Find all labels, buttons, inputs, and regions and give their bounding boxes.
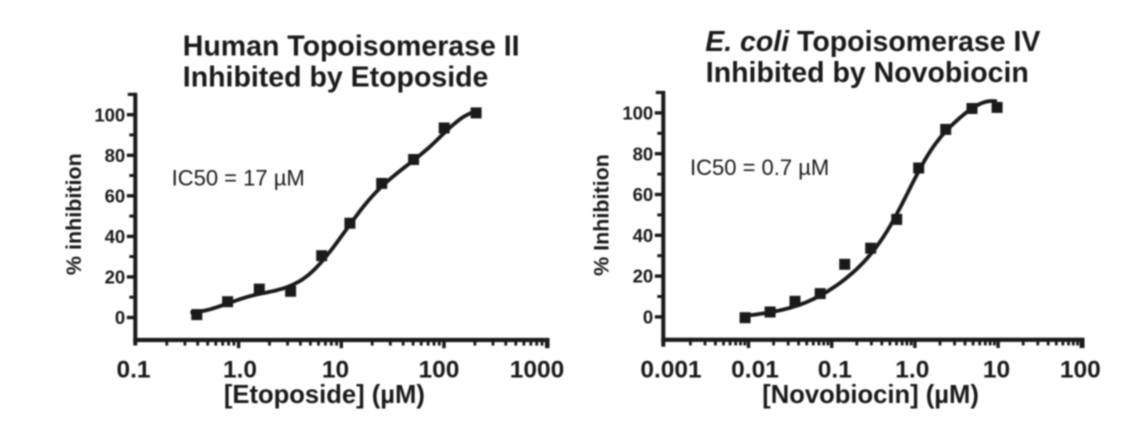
svg-text:1000: 1000 — [510, 357, 565, 384]
svg-text:10: 10 — [322, 357, 349, 384]
svg-text:IC50 = 0.7 µM: IC50 = 0.7 µM — [690, 155, 829, 180]
svg-text:0.1: 0.1 — [116, 357, 150, 384]
svg-text:[Novobiocin] (µM): [Novobiocin] (µM) — [762, 381, 979, 409]
svg-text:% inhibition: % inhibition — [62, 153, 86, 275]
svg-text:% Inhibition: % Inhibition — [590, 154, 614, 276]
svg-text:0.001: 0.001 — [640, 357, 701, 384]
svg-text:0: 0 — [115, 307, 125, 328]
svg-text:IC50 = 17 µM: IC50 = 17 µM — [172, 165, 305, 190]
svg-text:E. coli Topoisomerase IV: E. coli Topoisomerase IV — [705, 26, 1040, 58]
svg-text:20: 20 — [105, 267, 126, 288]
svg-text:100: 100 — [419, 357, 460, 384]
svg-text:10: 10 — [983, 357, 1010, 384]
svg-text:100: 100 — [94, 104, 125, 125]
svg-text:Inhibited by Novobiocin: Inhibited by Novobiocin — [706, 57, 1029, 89]
svg-text:60: 60 — [105, 185, 126, 206]
svg-text:100: 100 — [1060, 357, 1101, 384]
svg-text:80: 80 — [633, 143, 654, 164]
svg-text:Inhibited by Etoposide: Inhibited by Etoposide — [183, 62, 489, 94]
svg-text:80: 80 — [105, 145, 126, 166]
svg-text:1.0: 1.0 — [895, 357, 929, 384]
svg-text:0.01: 0.01 — [731, 357, 779, 384]
svg-text:[Etoposide] (µM): [Etoposide] (µM) — [224, 381, 425, 409]
svg-text:0.1: 0.1 — [818, 357, 852, 384]
svg-text:40: 40 — [633, 225, 654, 246]
svg-text:1.0: 1.0 — [223, 357, 257, 384]
svg-text:0: 0 — [643, 307, 653, 328]
svg-text:20: 20 — [633, 266, 654, 287]
svg-text:Human Topoisomerase II: Human Topoisomerase II — [183, 30, 520, 62]
svg-text:60: 60 — [633, 184, 654, 205]
svg-text:40: 40 — [105, 226, 126, 247]
svg-text:100: 100 — [622, 103, 653, 124]
